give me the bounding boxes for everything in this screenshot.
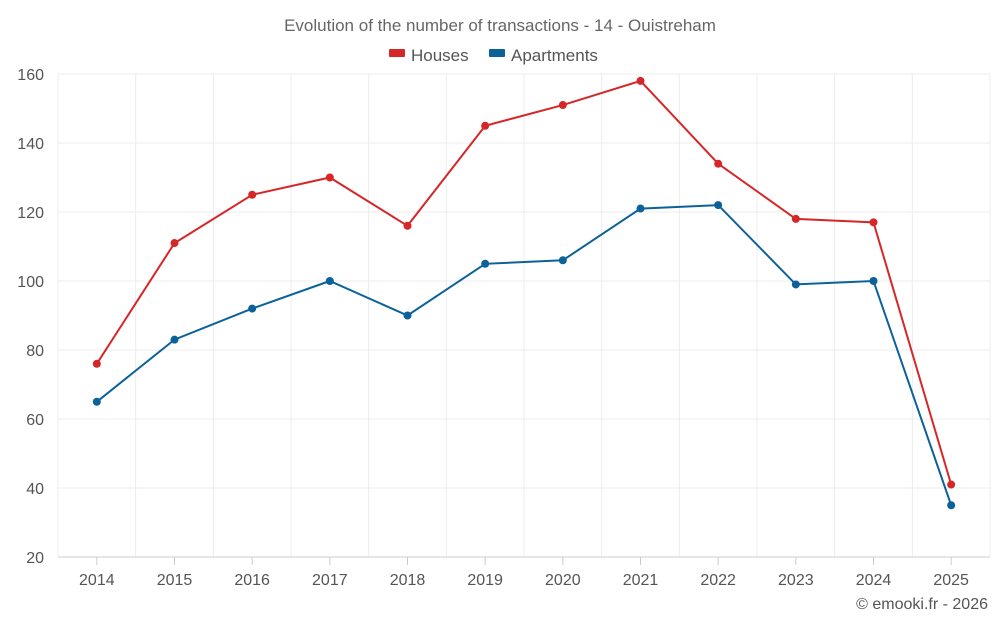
data-point-houses[interactable]: [636, 76, 645, 85]
axis-layer: 20 40 60 80 100 120 140 160 2014 2015 2016 2017 2018…: [17, 67, 990, 589]
data-point-apartments[interactable]: [947, 501, 956, 510]
data-point-apartments[interactable]: [558, 256, 567, 265]
legend-item-apartments[interactable]: Apartments: [489, 46, 598, 65]
grid-layer: [57, 73, 991, 557]
series-apartments: [92, 201, 956, 510]
y-tick-label: 60: [26, 412, 44, 429]
data-point-apartments[interactable]: [403, 311, 412, 320]
legend-label: Houses: [411, 46, 469, 65]
y-tick-label: 20: [26, 550, 44, 567]
legend-label: Apartments: [511, 46, 598, 65]
y-tick-label: 160: [17, 67, 44, 84]
x-tick-label: 2015: [157, 572, 193, 589]
credit-text: © emooki.fr - 2026: [856, 596, 988, 613]
y-tick-label: 140: [17, 136, 44, 153]
data-point-houses[interactable]: [325, 173, 334, 182]
chart-legend: Houses Apartments: [389, 46, 598, 65]
series-houses: [92, 76, 956, 489]
y-tick-label: 100: [17, 274, 44, 291]
legend-swatch: [389, 49, 405, 57]
data-point-apartments[interactable]: [481, 259, 490, 268]
legend-item-houses[interactable]: Houses: [389, 46, 469, 65]
data-point-houses[interactable]: [558, 101, 567, 110]
x-tick-label: 2024: [856, 572, 892, 589]
chart-title: Evolution of the number of transactions …: [284, 16, 716, 35]
data-point-apartments[interactable]: [325, 277, 334, 285]
y-tick-label: 80: [26, 343, 44, 360]
data-point-houses[interactable]: [714, 159, 723, 168]
x-tick-label: 2019: [467, 572, 503, 589]
x-tick-label: 2017: [312, 572, 348, 589]
x-tick-label: 2020: [545, 572, 581, 589]
data-point-houses[interactable]: [170, 239, 179, 248]
x-tick-label: 2022: [700, 572, 736, 589]
y-tick-label: 120: [17, 205, 44, 222]
data-point-apartments[interactable]: [791, 280, 800, 289]
x-tick-label: 2021: [623, 572, 659, 589]
data-point-apartments[interactable]: [92, 397, 101, 406]
x-tick-label: 2016: [234, 572, 270, 589]
data-point-apartments[interactable]: [714, 201, 723, 210]
x-tick-label: 2025: [933, 572, 969, 589]
data-point-houses[interactable]: [791, 214, 800, 223]
data-point-houses[interactable]: [947, 480, 956, 489]
data-point-houses[interactable]: [92, 359, 101, 368]
x-tick-label: 2018: [390, 572, 426, 589]
y-tick-label: 40: [26, 481, 44, 498]
data-point-apartments[interactable]: [636, 204, 645, 213]
series-layer: [92, 76, 956, 510]
x-tick-label: 2023: [778, 572, 814, 589]
data-point-apartments[interactable]: [869, 277, 878, 285]
series-line-houses: [95, 79, 953, 485]
series-line-apartments: [96, 204, 953, 506]
legend-swatch: [489, 49, 505, 57]
data-point-apartments[interactable]: [248, 304, 257, 313]
x-tick-label: 2014: [79, 572, 115, 589]
data-point-houses[interactable]: [481, 121, 490, 130]
data-point-houses[interactable]: [248, 190, 257, 199]
data-point-houses[interactable]: [403, 221, 412, 230]
data-point-apartments[interactable]: [170, 335, 179, 344]
data-point-houses[interactable]: [869, 218, 878, 227]
